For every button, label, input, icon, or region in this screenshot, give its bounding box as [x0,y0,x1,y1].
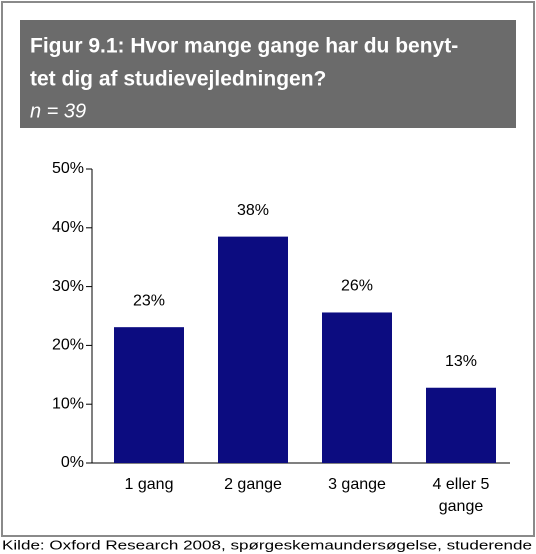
x-tick-label: 3 gange [328,476,386,493]
bar [218,236,288,463]
y-tick-label: 30% [52,278,84,295]
x-tick-label: 4 eller 5 gange [432,476,490,515]
chart-title: tet dig af studievejledningen? [30,68,326,91]
value-label: 23% [133,292,165,309]
value-label: 13% [445,353,477,370]
x-tick-label: 1 gang [124,476,174,493]
bar [114,327,184,463]
subtitle: n = 39 [30,100,86,122]
y-tick-label: 50% [52,160,84,177]
bar [426,387,496,463]
value-label: 38% [237,202,269,219]
y-tick-label: 10% [52,395,84,412]
y-tick-label: 20% [52,337,84,354]
y-tick-label: 0% [61,454,84,471]
value-label: 26% [341,278,373,295]
chart-title: Figur 9.1: Hvor mange gange har du benyt… [30,35,458,58]
y-tick-label: 40% [52,219,84,236]
x-tick-label: 2 gange [224,476,282,493]
frame [1,1,535,537]
header-box [20,20,516,128]
bar [322,312,392,463]
source: Kilde: Oxford Research 2008, spørgeskema… [2,537,532,552]
